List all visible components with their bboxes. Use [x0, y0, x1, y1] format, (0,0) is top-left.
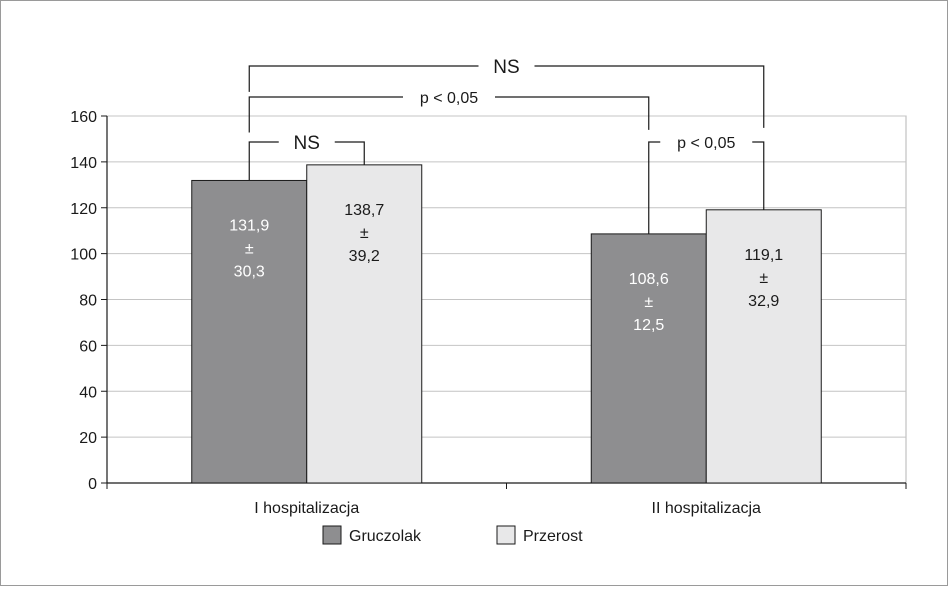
bar-value-label: 108,6 — [629, 271, 669, 288]
legend-label: Gruczolak — [349, 528, 422, 545]
bar — [590, 233, 707, 484]
bar-value-label: 119,1 — [744, 247, 783, 264]
significance-label: p < 0,05 — [420, 90, 478, 107]
bars: 131,9 ±30,3 138,7 ±39,2 108,6 ±12,5 119,1 ±32,9 — [191, 164, 822, 484]
bar-value-label: 12,5 — [633, 317, 664, 334]
significance-bracket — [648, 141, 765, 234]
bar-value-label: 30,3 — [234, 263, 265, 280]
y-tick-label: 60 — [79, 338, 97, 355]
y-tick-label: 0 — [88, 476, 97, 493]
bar-value-label: ± — [759, 270, 768, 287]
significance-bracket — [248, 96, 650, 133]
y-tick-label: 40 — [79, 384, 97, 401]
significance-bracket — [248, 141, 365, 181]
bar — [191, 179, 308, 484]
y-tick-label: 160 — [70, 109, 97, 126]
y-tick-label: 100 — [70, 247, 97, 264]
axes: 0 20 40 60 80 100 120 140 160 I hospitalizacja II … — [70, 109, 907, 517]
bar-value-label: 131,9 — [229, 217, 269, 234]
bar-value-label: ± — [644, 294, 653, 311]
y-tick-label: 20 — [79, 430, 97, 447]
legend-swatch — [322, 525, 342, 545]
x-category-label: II hospitalizacja — [652, 500, 761, 517]
y-tick-label: 140 — [70, 155, 97, 172]
legend: Gruczolak Przerost — [322, 525, 583, 545]
y-tick-label: 120 — [70, 201, 97, 218]
significance-annotations: NS p < 0,05 p < 0,05 NS — [248, 57, 765, 234]
bar-value-label: 32,9 — [748, 293, 779, 310]
bar-value-label: ± — [245, 240, 254, 257]
bar-value-label: ± — [360, 225, 369, 242]
significance-label: NS — [493, 57, 519, 78]
x-category-label: I hospitalizacja — [254, 500, 359, 517]
legend-swatch — [496, 525, 516, 545]
bar — [306, 164, 423, 484]
significance-label: NS — [294, 133, 320, 154]
bar-value-label: 138,7 — [344, 202, 384, 219]
y-tick-label: 80 — [79, 293, 97, 310]
significance-bracket — [248, 65, 765, 128]
significance-label: p < 0,05 — [677, 135, 735, 152]
legend-label: Przerost — [523, 528, 583, 545]
bar — [705, 209, 822, 484]
bar-value-label: 39,2 — [349, 248, 380, 265]
